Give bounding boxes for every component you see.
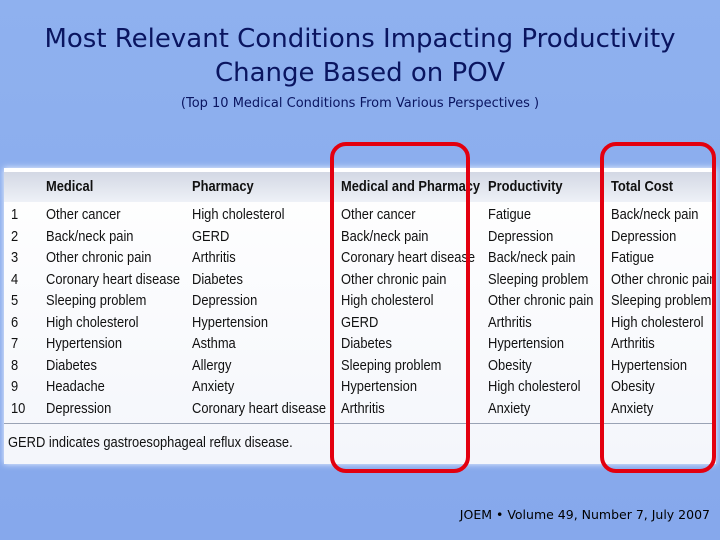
table-header-band <box>4 172 716 202</box>
table-footnote: GERD indicates gastroesophageal reflux d… <box>8 434 293 451</box>
rank-number: 8 <box>11 356 19 374</box>
table-cell: Asthma <box>192 335 236 352</box>
rank-number: 1 <box>11 206 19 223</box>
conditions-table: GERD indicates gastroesophageal reflux d… <box>4 168 716 464</box>
table-cell: Back/neck pain <box>46 227 134 245</box>
table-cell: Sleeping problem <box>488 270 589 288</box>
table-cell: Depression <box>192 292 258 309</box>
table-cell: Hypertension <box>611 356 688 374</box>
table-cell: Back/neck pain <box>341 227 429 245</box>
table-cell: High cholesterol <box>46 313 139 331</box>
table-cell: GERD <box>341 313 379 331</box>
table-cell: Obesity <box>488 356 532 374</box>
slide-title: Most Relevant Conditions Impacting Produ… <box>44 24 676 88</box>
rank-number: 2 <box>11 227 19 245</box>
rank-number: 4 <box>11 270 19 288</box>
table-cell: Arthritis <box>488 313 532 331</box>
table-cell: Back/neck pain <box>488 249 576 266</box>
table-cell: Coronary heart disease <box>46 270 181 288</box>
column-header: Pharmacy <box>192 178 254 195</box>
table-cell: Coronary heart disease <box>192 399 327 417</box>
table-cell: Depression <box>488 227 554 245</box>
table-cell: Arthritis <box>192 249 236 266</box>
table-cell: Other cancer <box>46 206 121 223</box>
table-cell: Other chronic pain <box>611 270 717 288</box>
table-cell: Diabetes <box>192 270 243 288</box>
table-cell: Other chronic pain <box>46 249 152 266</box>
table-cell: High cholesterol <box>192 206 285 223</box>
table-cell: Arthritis <box>611 335 655 352</box>
table-cell: Obesity <box>611 378 655 395</box>
table-cell: Other chronic pain <box>341 270 447 288</box>
table-cell: Headache <box>46 378 105 395</box>
slide-subtitle: (Top 10 Medical Conditions From Various … <box>180 96 540 111</box>
table-cell: Diabetes <box>46 356 97 374</box>
table-cell: Back/neck pain <box>611 206 699 223</box>
rank-number: 7 <box>11 335 19 352</box>
table-cell: Other chronic pain <box>488 292 594 309</box>
table-cell: Depression <box>611 227 677 245</box>
table-cell: GERD <box>192 227 230 245</box>
table-cell: Sleeping problem <box>341 356 442 374</box>
column-header: Productivity <box>488 178 563 195</box>
highlight-box-total-cost <box>600 142 716 473</box>
rank-number: 10 <box>11 399 26 417</box>
table-cell: Anxiety <box>488 399 531 417</box>
column-header: Medical <box>46 178 94 195</box>
table-cell: High cholesterol <box>611 313 704 331</box>
table-cell: Hypertension <box>192 313 269 331</box>
column-header: Total Cost <box>611 178 674 195</box>
rank-number: 3 <box>11 249 19 266</box>
table-cell: Arthritis <box>341 399 385 417</box>
table-cell: Fatigue <box>611 249 655 266</box>
highlight-box-medical-and-pharmacy <box>330 142 470 473</box>
table-cell: Hypertension <box>488 335 565 352</box>
table-cell: Hypertension <box>46 335 123 352</box>
table-cell: High cholesterol <box>341 292 434 309</box>
table-cell: Coronary heart disease <box>341 249 476 266</box>
table-cell: Sleeping problem <box>46 292 147 309</box>
table-cell: High cholesterol <box>488 378 581 395</box>
table-cell: Diabetes <box>341 335 392 352</box>
table-cell: Fatigue <box>488 206 532 223</box>
table-cell: Allergy <box>192 356 232 374</box>
citation: JOEM • Volume 49, Number 7, July 2007 <box>459 507 710 522</box>
rank-number: 6 <box>11 313 19 331</box>
column-header: Medical and Pharmacy <box>341 178 481 195</box>
footnote-divider <box>4 423 716 424</box>
rank-number: 5 <box>11 292 19 309</box>
table-cell: Anxiety <box>611 399 654 417</box>
rank-number: 9 <box>11 378 19 395</box>
table-cell: Anxiety <box>192 378 235 395</box>
table-cell: Other cancer <box>341 206 416 223</box>
table-cell: Sleeping problem <box>611 292 712 309</box>
table-cell: Hypertension <box>341 378 418 395</box>
table-cell: Depression <box>46 399 112 417</box>
